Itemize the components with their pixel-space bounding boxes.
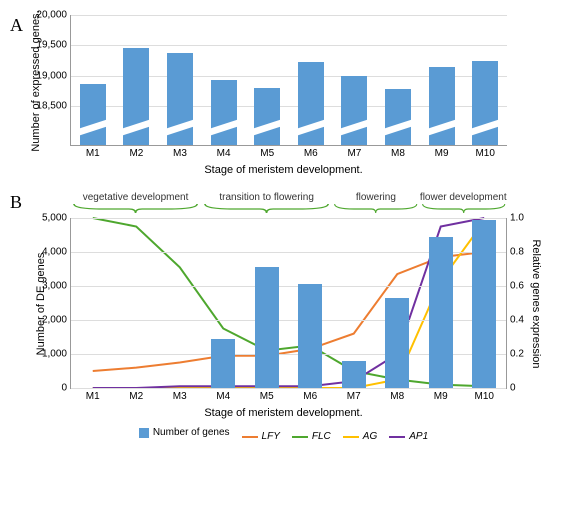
phase-labels: vegetative developmenttransition to flow…	[70, 192, 507, 218]
legend-item: Number of genes	[139, 427, 230, 438]
y-tick: 19,000	[36, 70, 71, 81]
chart-a-area: Number of expressed genes. 18,50019,0001…	[70, 15, 507, 146]
chart-b-area: Number of DE genes Relative genes expres…	[70, 218, 507, 389]
chart-a-xlabel: Stage of meristem development.	[10, 164, 557, 176]
gridline	[71, 218, 506, 219]
bar	[342, 361, 366, 388]
y-tick-right: 0	[506, 383, 516, 394]
x-tick: M5	[260, 145, 274, 159]
bar	[254, 88, 280, 145]
legend-label: LFY	[262, 431, 280, 442]
y-tick-right: 0.4	[506, 315, 524, 326]
x-tick: M6	[304, 145, 318, 159]
y-tick-left: 5,000	[42, 213, 71, 224]
x-tick: M4	[217, 145, 231, 159]
bar	[472, 220, 496, 388]
legend-swatch	[139, 428, 149, 438]
x-tick: M2	[129, 145, 143, 159]
legend-label: FLC	[312, 431, 331, 442]
bar	[385, 89, 411, 145]
x-tick: M7	[347, 145, 361, 159]
phase-label: flowering	[332, 192, 419, 213]
x-tick: M1	[86, 388, 100, 402]
y-tick-left: 1,000	[42, 349, 71, 360]
panel-a: A Number of expressed genes. 18,50019,00…	[10, 15, 557, 176]
legend-label: AP1	[409, 431, 428, 442]
legend-label: AG	[363, 431, 377, 442]
phase-label: flower development	[420, 192, 507, 213]
y-tick-right: 1.0	[506, 213, 524, 224]
x-tick: M4	[216, 388, 230, 402]
legend: Number of genes LFY FLC AG AP1	[10, 427, 557, 442]
x-tick: M10	[475, 145, 494, 159]
panel-a-label: A	[10, 15, 23, 36]
y-tick-right: 0.2	[506, 349, 524, 360]
x-tick: M7	[347, 388, 361, 402]
x-tick: M10	[475, 388, 494, 402]
y-tick-right: 0.6	[506, 281, 524, 292]
y-tick: 20,000	[36, 10, 71, 21]
gridline	[71, 45, 507, 46]
line-ap1	[93, 218, 485, 388]
line-ag	[93, 221, 485, 388]
legend-label: Number of genes	[153, 427, 230, 438]
x-tick: M9	[434, 388, 448, 402]
bar	[211, 80, 237, 145]
x-tick: M1	[86, 145, 100, 159]
y-tick-left: 2,000	[42, 315, 71, 326]
y-tick-left: 3,000	[42, 281, 71, 292]
x-tick: M8	[390, 388, 404, 402]
bar	[385, 298, 409, 388]
phase-label: vegetative development	[70, 192, 201, 213]
x-tick: M3	[173, 388, 187, 402]
panel-b: B vegetative developmenttransition to fl…	[10, 192, 557, 442]
x-tick: M9	[435, 145, 449, 159]
line-flc	[93, 218, 485, 386]
bar	[341, 76, 367, 145]
phase-label: transition to flowering	[201, 192, 332, 213]
y-tick: 19,500	[36, 40, 71, 51]
legend-item: FLC	[292, 431, 331, 442]
y-tick-left: 4,000	[42, 247, 71, 258]
panel-b-label: B	[10, 192, 22, 213]
bar	[80, 84, 106, 145]
y-tick-left: 0	[61, 383, 71, 394]
bar	[298, 284, 322, 388]
chart-b-ylabel-right: Relative genes expression	[530, 224, 542, 384]
x-tick: M3	[173, 145, 187, 159]
legend-item: AG	[343, 431, 377, 442]
bar	[429, 237, 453, 388]
legend-item: LFY	[242, 431, 280, 442]
bar	[255, 267, 279, 388]
y-tick-right: 0.8	[506, 247, 524, 258]
x-tick: M5	[260, 388, 274, 402]
legend-swatch	[242, 436, 258, 438]
x-tick: M2	[129, 388, 143, 402]
chart-b-xlabel: Stage of meristem development.	[10, 407, 557, 419]
y-tick: 18,500	[36, 101, 71, 112]
gridline	[71, 15, 507, 16]
legend-swatch	[292, 436, 308, 438]
x-tick: M6	[303, 388, 317, 402]
legend-swatch	[343, 436, 359, 438]
legend-item: AP1	[389, 431, 428, 442]
legend-swatch	[389, 436, 405, 438]
bar	[211, 339, 235, 388]
x-tick: M8	[391, 145, 405, 159]
